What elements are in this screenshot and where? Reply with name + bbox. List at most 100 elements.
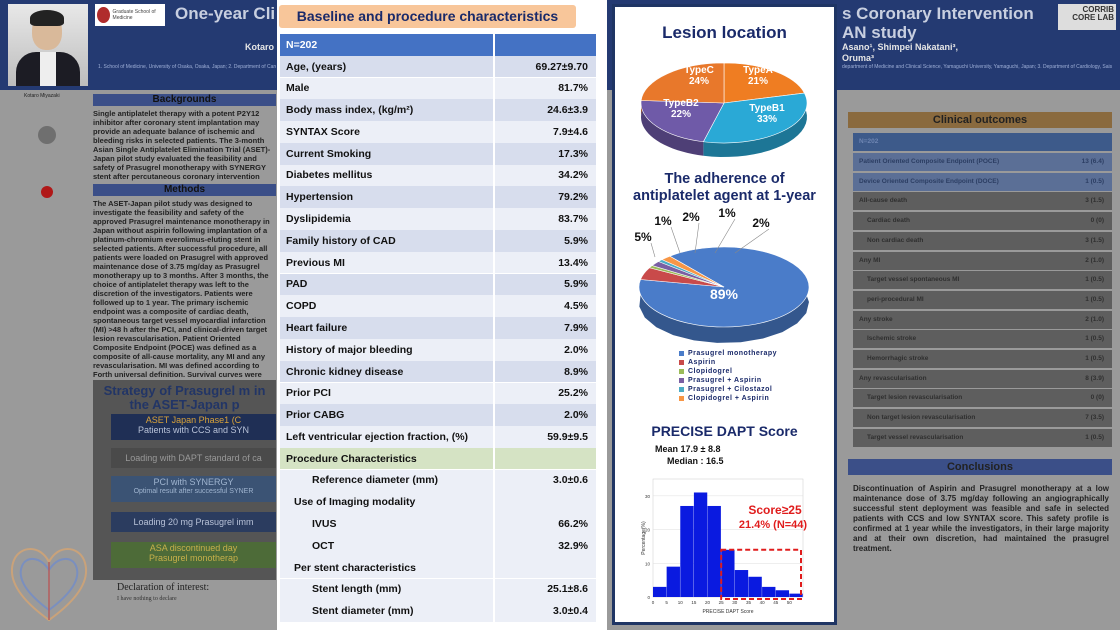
poster-title-left: One-year Cli	[175, 4, 276, 23]
legend-item: Prasugrel + Cilostazol	[679, 386, 772, 393]
table-row: OCT 32.9%	[280, 534, 596, 557]
y-tick-label: 20	[645, 528, 651, 533]
authors-right: Asano¹, Shimpei Nakatani³, Oruma³	[842, 42, 959, 63]
nav-dot-icon[interactable]	[38, 126, 56, 144]
pie-slice	[640, 62, 725, 104]
pie-slice	[640, 100, 725, 143]
legend-item: Prasugrel monotherapy	[679, 350, 777, 357]
annotation-label: Score≥25	[748, 503, 802, 517]
table-cell-value: 24.6±3.9	[495, 99, 596, 121]
table-cell-label: IVUS	[280, 513, 493, 535]
table-cell-value: 7.9%	[495, 317, 596, 339]
pie-slice	[661, 255, 725, 288]
clinical-outcomes-heading: Clinical outcomes	[848, 112, 1112, 128]
pie-value-label: 33%	[757, 114, 777, 125]
table-cell-value: 2.0%	[495, 338, 596, 361]
table-row: Per stent characteristics	[280, 556, 596, 579]
threshold-box	[720, 548, 802, 601]
table-cell-label: Per stent characteristics	[280, 556, 493, 579]
dapt-median: Median : 16.5	[667, 456, 724, 466]
histogram-bar	[721, 549, 735, 597]
presenter-photo	[8, 4, 88, 86]
pie-value-label: 21%	[748, 76, 768, 87]
strategy-title: Strategy of Prasugrel m in the ASET-Japa…	[103, 383, 266, 412]
legend-item: Clopidogrel + Aspirin	[679, 395, 769, 402]
pie-value-label: 89%	[710, 286, 739, 302]
legend-item: Clopidogrel	[679, 368, 732, 375]
table-header-value	[495, 34, 596, 56]
table-cell-label: Procedure Characteristics	[280, 447, 493, 470]
table-cell-value: 59.9±9.5	[495, 426, 596, 448]
outcome-row: Any MI 2 (1.0)	[853, 251, 1112, 270]
histogram-bar	[680, 505, 694, 597]
table-cell-label: Stent length (mm)	[280, 578, 493, 601]
strategy-box: ASA discontinued day Prasugrel monotherap	[111, 542, 276, 568]
methods-text: The ASET-Japan pilot study was designed …	[93, 199, 270, 377]
table-cell-value: 66.2%	[495, 513, 596, 535]
pie-value-label: 24%	[689, 76, 709, 87]
strategy-box: PCI with SYNERGY Optimal result after suc…	[111, 476, 276, 502]
conclusions-heading: Conclusions	[848, 459, 1112, 475]
table-cell-label: OCT	[280, 534, 493, 557]
table-cell-label: Use of Imaging modality	[280, 491, 493, 513]
affiliations-left: 1. School of Medicine, University of Osa…	[98, 64, 276, 70]
outcome-row: Any revascularisation 8 (3.9)	[853, 369, 1112, 388]
histogram-bar	[748, 576, 762, 597]
outcome-row: Device Oriented Composite Endpoint (DOCE…	[853, 172, 1112, 191]
table-row: Body mass index, (kg/m²) 24.6±3.9	[280, 99, 596, 121]
strategy-box: Loading with DAPT standard of ca	[111, 448, 276, 468]
pie-value-label: 1%	[718, 206, 736, 220]
outcome-row: Non target lesion revascularisation 7 (3.…	[853, 409, 1112, 428]
authors-left: Kotaro	[245, 42, 274, 52]
histogram-bar	[789, 593, 803, 597]
table-row: Previous MI 13.4%	[280, 251, 596, 274]
leader-line	[694, 222, 700, 254]
histogram-bar	[653, 586, 667, 597]
legend-item: Aspirin	[679, 359, 716, 366]
table-cell-label: SYNTAX Score	[280, 121, 493, 143]
x-tick-label: 50	[787, 600, 793, 605]
table-row: Age, (years) 69.27±9.70	[280, 55, 596, 78]
table-cell-label: Family history of CAD	[280, 230, 493, 252]
conclusions-text: Discontinuation of Aspirin and Prasugrel…	[853, 484, 1109, 553]
table-row: Male 81.7%	[280, 77, 596, 100]
outcome-row: Target lesion revascularisation 0 (0)	[853, 389, 1112, 408]
table-cell-value: 79.2%	[495, 186, 596, 209]
pie-slice-side	[641, 100, 704, 156]
adherence-chart: 89%5%1% 2% 1%2%	[634, 206, 810, 343]
outcome-row: Target vessel revascularisation 1 (0.5)	[853, 428, 1112, 447]
record-dot-icon[interactable]	[41, 186, 53, 198]
table-row: History of major bleeding 2.0%	[280, 338, 596, 361]
table-cell-value: 5.9%	[495, 273, 596, 296]
university-logo: Graduate School of Medicine	[95, 4, 165, 26]
dapt-mean: Mean 17.9 ± 8.8	[655, 444, 721, 454]
pie-value-label: 2%	[682, 210, 700, 224]
outcome-row: Patient Oriented Composite Endpoint (POC…	[853, 153, 1112, 171]
table-cell-label: Hypertension	[280, 186, 493, 209]
x-tick-label: 10	[678, 600, 684, 605]
table-cell-label: Stent diameter (mm)	[280, 600, 493, 622]
table-cell-value: 5.9%	[495, 230, 596, 252]
histogram-bar	[775, 590, 790, 597]
table-cell-value: 69.27±9.70	[495, 55, 596, 78]
histogram-bar	[734, 570, 749, 597]
histogram-bar	[707, 505, 721, 597]
outcome-row: Target vessel spontaneous MI 1 (0.5)	[853, 271, 1112, 290]
table-cell-value: 3.0±0.6	[495, 469, 596, 492]
legend-item: Prasugrel + Aspirin	[679, 377, 762, 384]
outcomes-header-row: N=202	[853, 133, 1112, 151]
outcome-row: Any stroke 2 (1.0)	[853, 310, 1112, 329]
pie-value-label: 1%	[654, 214, 672, 228]
x-axis-label: PRECISE DAPT Score	[702, 609, 753, 615]
outcome-row: Non cardiac death 3 (1.5)	[853, 231, 1112, 250]
table-cell-value: 83.7%	[495, 208, 596, 230]
annotation-label: 21.4% (N=44)	[739, 519, 808, 531]
table-row: Stent length (mm) 25.1±8.6	[280, 578, 596, 601]
table-header-row: N=202	[280, 34, 596, 56]
corrib-logo: CORRIB CORE LAB	[1058, 4, 1116, 30]
table-row: Family history of CAD 5.9%	[280, 230, 596, 252]
pie-label: TypeB1	[749, 103, 785, 114]
outcome-row: All-cause death 3 (1.5)	[853, 192, 1112, 211]
